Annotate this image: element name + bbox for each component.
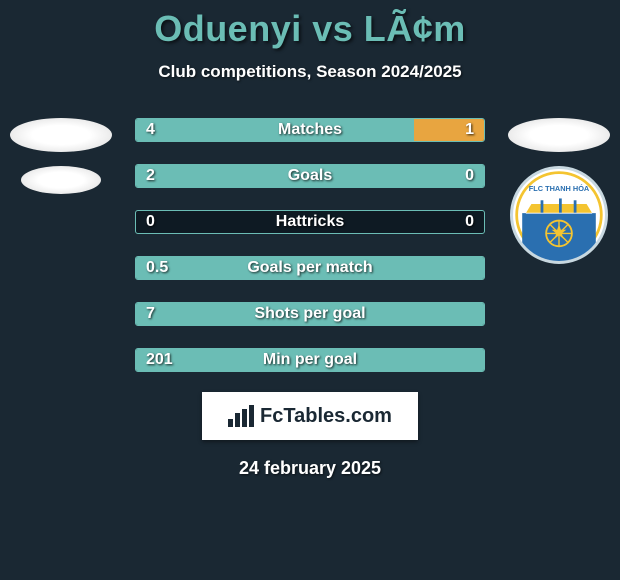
stat-left-value: 201 [146, 351, 173, 369]
stat-left-value: 4 [146, 121, 155, 139]
stat-label: Shots per goal [254, 305, 365, 323]
stat-left-value: 2 [146, 167, 155, 185]
site-name: FcTables.com [260, 405, 392, 428]
stat-label: Goals [288, 167, 332, 185]
stat-right-value: 0 [465, 167, 474, 185]
bar-chart-icon [228, 405, 256, 427]
stat-label: Hattricks [276, 213, 344, 231]
stat-right-value: 0 [465, 213, 474, 231]
stat-row-hattricks: 0 Hattricks 0 [135, 210, 485, 234]
stat-row-min-per-goal: 201 Min per goal [135, 348, 485, 372]
header: Oduenyi vs LÃ¢m Club competitions, Seaso… [0, 0, 620, 82]
comparison-subtitle: Club competitions, Season 2024/2025 [0, 62, 620, 82]
comparison-title: Oduenyi vs LÃ¢m [0, 8, 620, 50]
stat-left-value: 7 [146, 305, 155, 323]
player2-avatars: FLC THANH HÓA [508, 118, 610, 264]
stat-row-goals-per-match: 0.5 Goals per match [135, 256, 485, 280]
player2-avatar [508, 118, 610, 152]
stat-label: Matches [278, 121, 342, 139]
stat-left-value: 0.5 [146, 259, 168, 277]
stat-row-matches: 4 Matches 1 [135, 118, 485, 142]
stat-label: Min per goal [263, 351, 357, 369]
player1-avatar [10, 118, 112, 152]
site-logo: FcTables.com [228, 405, 392, 428]
stats-container: 4 Matches 1 2 Goals 0 0 Hattricks 0 0.5 … [135, 118, 485, 372]
player2-club-logo: FLC THANH HÓA [510, 166, 608, 264]
stat-left-fill [136, 119, 414, 141]
thanh-hoa-logo-icon: FLC THANH HÓA [513, 169, 605, 261]
player1-club-avatar [21, 166, 101, 194]
svg-text:FLC THANH HÓA: FLC THANH HÓA [529, 184, 590, 193]
stat-left-value: 0 [146, 213, 155, 231]
stat-right-value: 1 [465, 121, 474, 139]
footer-logo-box: FcTables.com [202, 392, 418, 440]
content-area: FLC THANH HÓA 4 Matches 1 2 [0, 118, 620, 479]
stat-row-shots-per-goal: 7 Shots per goal [135, 302, 485, 326]
stat-row-goals: 2 Goals 0 [135, 164, 485, 188]
player1-avatars [10, 118, 112, 194]
date-text: 24 february 2025 [0, 458, 620, 479]
stat-label: Goals per match [247, 259, 372, 277]
